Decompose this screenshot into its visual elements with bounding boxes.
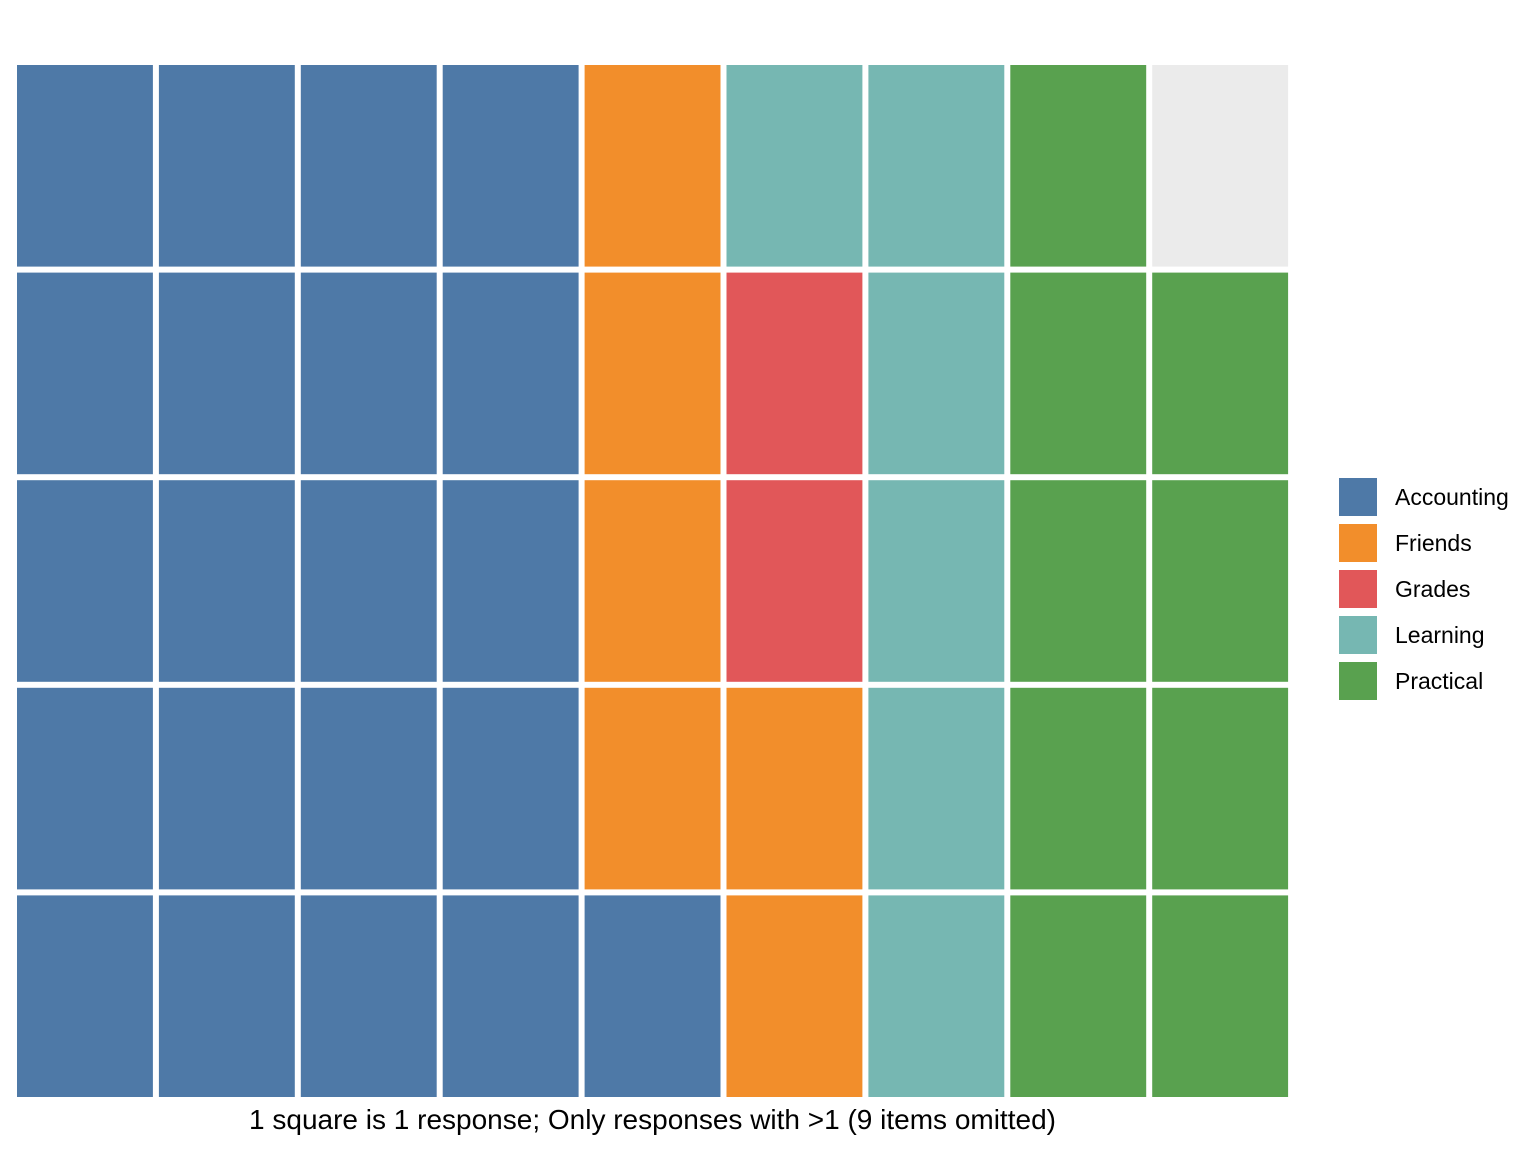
waffle-cell-accounting (158, 895, 295, 1097)
waffle-cell-practical (1010, 480, 1147, 682)
waffle-cell-practical (1010, 895, 1147, 1097)
waffle-cell-accounting (17, 480, 153, 682)
legend-label-practical: Practical (1395, 668, 1483, 694)
legend-item-practical: Practical (1337, 660, 1483, 702)
waffle-cell-accounting (300, 895, 437, 1097)
legend-swatch-learning (1337, 614, 1379, 656)
legend-item-accounting: Accounting (1337, 476, 1509, 518)
legend-swatch-accounting (1337, 476, 1379, 518)
legend-item-learning: Learning (1337, 614, 1485, 656)
waffle-cell-accounting (17, 895, 153, 1097)
waffle-grid (17, 65, 1289, 1097)
legend-label-accounting: Accounting (1395, 484, 1509, 510)
waffle-cell-accounting (300, 480, 437, 682)
waffle-cell-friends (584, 272, 721, 475)
waffle-cell-accounting (300, 65, 437, 267)
legend-swatch-practical (1337, 660, 1379, 702)
waffle-cell-accounting (158, 272, 295, 475)
waffle-cell-accounting (442, 895, 579, 1097)
waffle-cell-friends (726, 895, 863, 1097)
legend-item-friends: Friends (1337, 522, 1472, 564)
waffle-cell-accounting (158, 687, 295, 890)
waffle-cell-practical (1152, 895, 1289, 1097)
waffle-cell-friends (584, 687, 721, 890)
waffle-cell-learning (868, 895, 1005, 1097)
legend-item-grades: Grades (1337, 568, 1470, 610)
waffle-cell-accounting (158, 480, 295, 682)
waffle-cell-practical (1010, 687, 1147, 890)
waffle-cell-accounting (442, 687, 579, 890)
waffle-cell-accounting (300, 687, 437, 890)
waffle-cell-accounting (300, 272, 437, 475)
legend-label-learning: Learning (1395, 622, 1485, 648)
waffle-cell-grades (726, 480, 863, 682)
waffle-cell-accounting (442, 272, 579, 475)
legend-label-grades: Grades (1395, 576, 1470, 602)
chart-caption: 1 square is 1 response; Only responses w… (249, 1104, 1056, 1135)
waffle-cell-accounting (17, 687, 153, 890)
legend-label-friends: Friends (1395, 530, 1472, 556)
waffle-cell-accounting (17, 65, 153, 267)
legend: Accounting Friends Grades Learning Practical (1337, 476, 1509, 702)
waffle-cell-practical (1152, 687, 1289, 890)
waffle-cell-learning (868, 687, 1005, 890)
waffle-cell-empty (1152, 65, 1289, 267)
waffle-cell-accounting (442, 65, 579, 267)
waffle-cell-accounting (584, 895, 721, 1097)
legend-swatch-friends (1337, 522, 1379, 564)
waffle-cell-practical (1010, 272, 1147, 475)
waffle-cell-accounting (158, 65, 295, 267)
waffle-cell-practical (1152, 272, 1289, 475)
waffle-cell-practical (1152, 480, 1289, 682)
waffle-cell-accounting (442, 480, 579, 682)
waffle-cell-friends (726, 687, 863, 890)
waffle-cell-friends (584, 65, 721, 267)
waffle-cell-friends (584, 480, 721, 682)
waffle-cell-grades (726, 272, 863, 475)
waffle-cell-practical (1010, 65, 1147, 267)
waffle-cell-learning (726, 65, 863, 267)
waffle-cell-learning (868, 272, 1005, 475)
waffle-cell-accounting (17, 272, 153, 475)
legend-swatch-grades (1337, 568, 1379, 610)
waffle-cell-learning (868, 480, 1005, 682)
waffle-cell-learning (868, 65, 1005, 267)
